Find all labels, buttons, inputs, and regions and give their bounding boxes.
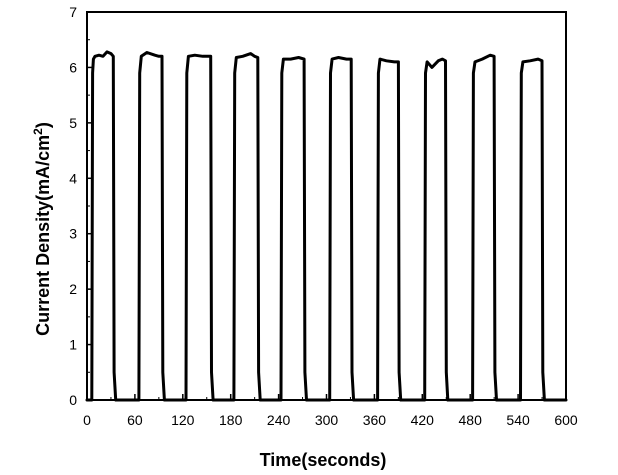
- y-axis-title-main: Current Density(mA/cm: [33, 135, 53, 336]
- y-tick-label-4: 4: [69, 170, 77, 186]
- y-tick-label-2: 2: [69, 281, 77, 297]
- x-tick-label-300: 300: [315, 412, 339, 428]
- x-tick-label-420: 420: [411, 412, 435, 428]
- x-tick-label-600: 600: [554, 412, 578, 428]
- y-tick-label-1: 1: [69, 337, 77, 353]
- x-axis-title: Time(seconds): [260, 450, 387, 470]
- y-tick-label-5: 5: [69, 115, 77, 131]
- x-tick-label-480: 480: [459, 412, 483, 428]
- y-tick-label-3: 3: [69, 226, 77, 242]
- y-tick-label-7: 7: [69, 4, 77, 20]
- x-tick-label-120: 120: [171, 412, 195, 428]
- y-axis: 0 1 2 3 4 5 6 7: [69, 4, 93, 408]
- x-tick-label-60: 60: [127, 412, 143, 428]
- y-axis-title-superscript: 2: [31, 128, 45, 135]
- x-tick-label-240: 240: [267, 412, 291, 428]
- x-axis: 0 60 120 180 240 300 360 420 480 540 600: [83, 394, 578, 428]
- x-tick-label-360: 360: [363, 412, 387, 428]
- y-axis-title-close: ): [33, 122, 53, 128]
- y-axis-title: Current Density(mA/cm2): [31, 122, 53, 336]
- y-tick-label-0: 0: [69, 392, 77, 408]
- series-layer: [85, 50, 568, 402]
- x-tick-label-540: 540: [506, 412, 530, 428]
- x-tick-label-0: 0: [83, 412, 91, 428]
- x-tick-label-180: 180: [219, 412, 243, 428]
- series-line-0: [85, 50, 568, 402]
- y-tick-label-6: 6: [69, 59, 77, 75]
